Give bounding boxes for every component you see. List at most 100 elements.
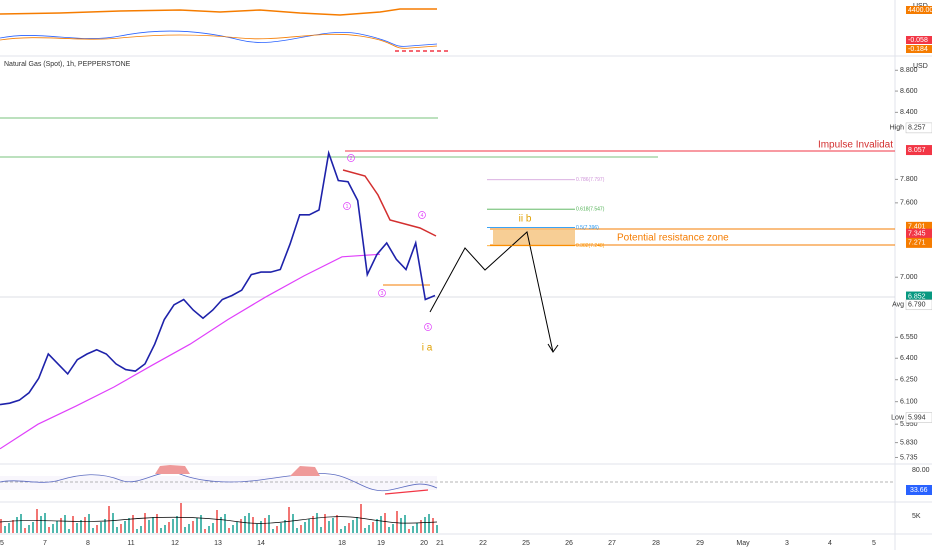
volume-bar [56, 521, 58, 533]
volume-bar [180, 503, 182, 533]
volume-bar [296, 528, 298, 533]
volume-bar [80, 520, 82, 533]
volume-bar [372, 522, 374, 533]
price-badge-tag: Low [891, 414, 905, 421]
volume-bar [192, 521, 194, 533]
annotation: Impulse Invalidat [818, 140, 893, 151]
indicator-badge-label: 4400.00 [908, 7, 932, 14]
wave-number: 5 [427, 325, 430, 331]
volume-bar [120, 524, 122, 533]
x-tick-label: 27 [608, 540, 616, 547]
volume-bar [236, 522, 238, 533]
volume-bar [388, 527, 390, 533]
volume-bar [392, 524, 394, 533]
wave-number: 3 [381, 291, 384, 297]
price-badge-tag: High [890, 125, 905, 132]
x-tick-label: 5 [0, 540, 4, 547]
volume-bar [188, 524, 190, 533]
wave-circle [347, 154, 355, 162]
x-tick-label: 19 [377, 540, 385, 547]
volume-bar [132, 515, 134, 533]
price-badge-tag: Avg [892, 302, 904, 309]
indicator-line [0, 30, 438, 47]
volume-bar [112, 513, 114, 533]
price-badge [905, 299, 932, 311]
volume-bar [368, 525, 370, 533]
volume-bar [256, 524, 258, 533]
volume-bar [356, 517, 358, 533]
volume-bar [396, 511, 398, 533]
volume-bar [88, 514, 90, 533]
projection-arrow [547, 343, 559, 353]
price-badge [906, 237, 932, 248]
volume-bar [340, 529, 342, 533]
symbol-title: Natural Gas (Spot), 1h, PEPPERSTONE [4, 61, 131, 68]
volume-bar [224, 514, 226, 533]
price-badge [906, 145, 932, 156]
volume-bar [332, 518, 334, 533]
x-tick-label: 7 [43, 540, 47, 547]
volume-bar [44, 513, 46, 533]
indicator-badge [906, 6, 932, 14]
volume-bars [0, 503, 438, 533]
x-tick-label: 29 [696, 540, 704, 547]
price-badge-label: 5.994 [908, 414, 926, 421]
volume-bar [72, 516, 74, 533]
moving-average [0, 253, 381, 450]
volume-bar [176, 516, 178, 533]
x-tick-label: 20 [420, 540, 428, 547]
volume-bar [300, 525, 302, 533]
volume-bar [144, 513, 146, 533]
volume-bar [24, 528, 26, 533]
volume-bar [184, 527, 186, 533]
volume-bar [0, 519, 2, 533]
volume-bar [152, 517, 154, 533]
volume-bar [32, 522, 34, 533]
volume-bar [400, 518, 402, 533]
volume-bar [436, 525, 438, 533]
price-badge [906, 228, 932, 239]
currency: USD [913, 63, 928, 70]
rsi-badge-label: 33.66 [910, 487, 928, 494]
volume-bar [348, 523, 350, 533]
volume-bar [52, 524, 54, 533]
x-tick-label: 13 [214, 540, 222, 547]
indicator-badge [906, 45, 932, 53]
volume-bar [308, 519, 310, 533]
wave-number: 1 [346, 204, 349, 210]
volume-bar [116, 527, 118, 533]
wave-number: 4 [421, 213, 424, 219]
rsi-badge [906, 485, 932, 495]
y-tick-label: 6.550 [900, 334, 918, 341]
fib-label: 0.5(7.396) [576, 225, 599, 231]
x-tick-label: 26 [565, 540, 573, 547]
volume-bar [196, 518, 198, 533]
x-tick-label: 22 [479, 540, 487, 547]
volume-bar [160, 528, 162, 533]
price-badge [905, 412, 932, 423]
volume-bar [232, 525, 234, 533]
fib-label: 0.618(7.547) [576, 207, 605, 213]
volume-bar [244, 516, 246, 533]
price-badge-label: 7.271 [908, 240, 926, 247]
volume-bar [12, 520, 14, 533]
rsi-line [0, 471, 438, 492]
volume-bar [268, 515, 270, 533]
indicator-line [0, 33, 438, 49]
volume-bar [272, 529, 274, 533]
volume-bar [48, 527, 50, 533]
wave-label: ii b [519, 214, 532, 225]
volume-bar [64, 515, 66, 533]
price-badge-label: 7.401 [908, 224, 926, 231]
fib-label: 0.382(7.248) [576, 243, 605, 249]
x-tick-label: 25 [522, 540, 530, 547]
y-tick-label: 5.830 [900, 439, 918, 446]
volume-bar [328, 521, 330, 533]
x-tick-label: 5 [872, 540, 876, 547]
volume-bar [320, 527, 322, 533]
indicator-badge-label: -0.058 [908, 37, 928, 44]
volume-bar [416, 523, 418, 533]
x-tick-label: 4 [828, 540, 832, 547]
volume-bar [364, 528, 366, 533]
